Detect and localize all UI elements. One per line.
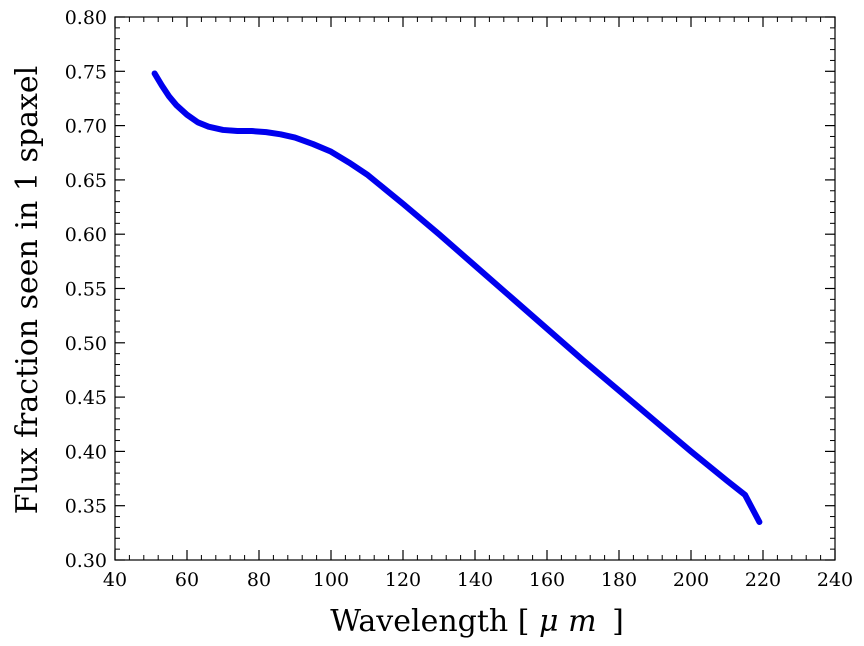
x-axis-ticks: 40 60 80 100 120 140 160 180 200 220 240 [103, 17, 853, 591]
x-tick-label: 40 [103, 569, 127, 591]
series-layer [151, 70, 763, 525]
y-tick-label: 0.65 [65, 170, 107, 192]
flux-fraction-series-line [151, 70, 763, 525]
x-tick-label: 80 [247, 569, 271, 591]
x-tick-label: 200 [673, 569, 709, 591]
x-tick-label: 100 [313, 569, 349, 591]
x-tick-label: 240 [817, 569, 853, 591]
y-tick-label: 0.35 [65, 496, 107, 518]
x-tick-label: 220 [745, 569, 781, 591]
x-tick-label: 140 [457, 569, 493, 591]
x-axis-label-unit: m [568, 604, 596, 639]
y-tick-label: 0.40 [65, 441, 107, 463]
y-tick-label: 0.55 [65, 279, 107, 301]
x-tick-label: 160 [529, 569, 565, 591]
x-tick-label: 180 [601, 569, 637, 591]
y-tick-label: 0.60 [65, 224, 107, 246]
x-axis-label-mu: μ [539, 604, 559, 639]
y-axis-label: Flux fraction seen in 1 spaxel [10, 66, 45, 514]
y-tick-label: 0.50 [65, 333, 107, 355]
y-axis-ticks: 0.30 0.35 0.40 0.45 0.50 0.55 0.60 0.65 0.70 0.75… [65, 7, 835, 572]
y-tick-label: 0.70 [65, 116, 107, 138]
plot-frame [114, 16, 836, 561]
x-axis-label: Wavelength [ μ m ] [330, 604, 624, 639]
x-tick-label: 60 [175, 569, 199, 591]
x-axis-label-suffix: ] [612, 604, 624, 639]
y-tick-label: 0.80 [65, 7, 107, 29]
y-axis-label-group: Flux fraction seen in 1 spaxel [10, 66, 45, 514]
x-tick-label: 120 [385, 569, 421, 591]
x-axis-label-prefix: Wavelength [ [330, 604, 529, 639]
y-tick-label: 0.45 [65, 387, 107, 409]
y-tick-label: 0.75 [65, 61, 107, 83]
y-tick-label: 0.30 [65, 550, 107, 572]
